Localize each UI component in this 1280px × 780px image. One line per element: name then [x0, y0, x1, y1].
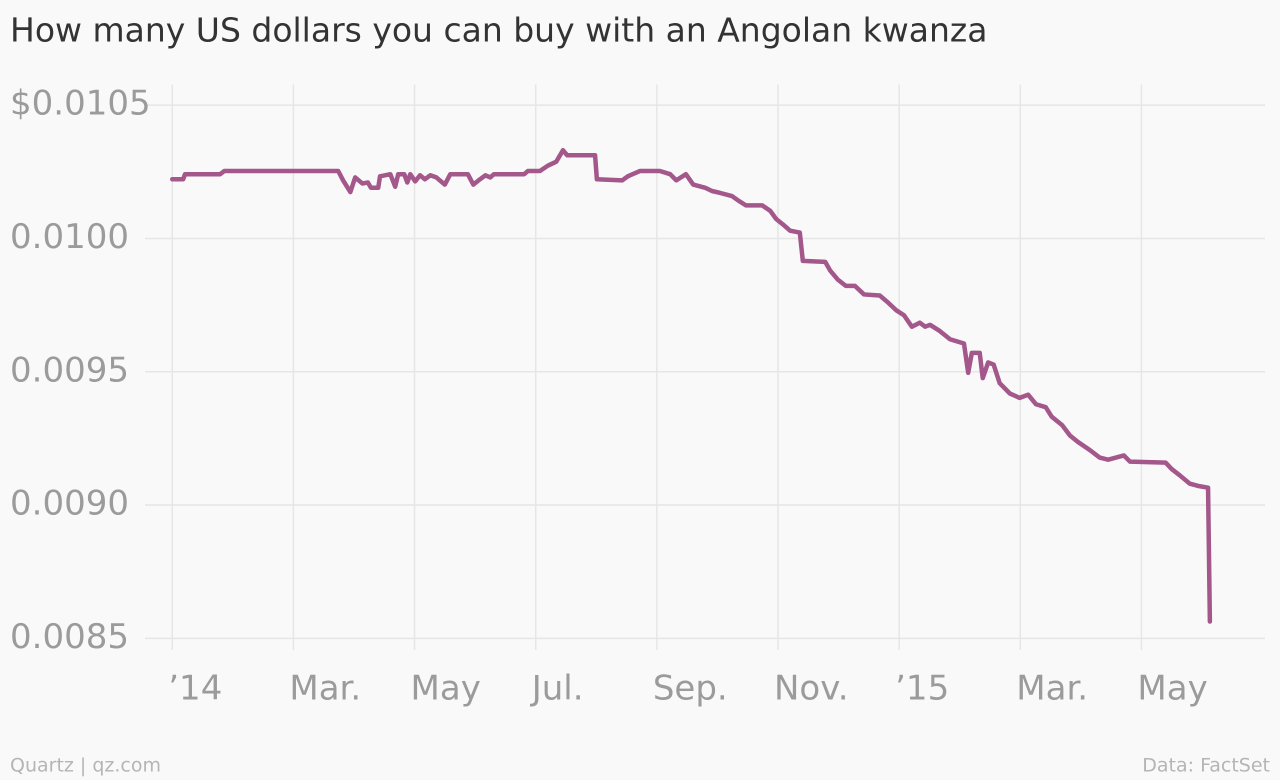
y-tick-label: 0.0100 — [10, 217, 129, 257]
y-tick-label: 0.0095 — [10, 350, 129, 390]
x-tick-label: ’15 — [895, 669, 949, 709]
x-tick-label: Sep. — [653, 669, 728, 709]
x-tick-label: May — [411, 669, 481, 709]
x-tick-label: ’14 — [168, 669, 222, 709]
x-tick-label: May — [1137, 669, 1207, 709]
x-tick-label: Mar. — [289, 669, 361, 709]
x-tick-label: Nov. — [774, 669, 849, 709]
credit: Quartz | qz.com — [10, 755, 161, 777]
x-tick-label: Mar. — [1016, 669, 1088, 709]
y-tick-label: 0.0085 — [10, 617, 129, 657]
y-tick-label: 0.0090 — [10, 484, 129, 524]
data-line — [170, 147, 1213, 624]
chart-title: How many US dollars you can buy with an … — [10, 11, 987, 50]
y-tick-label: $0.0105 — [10, 84, 151, 124]
x-tick-label: Jul. — [530, 669, 584, 709]
source: Data: FactSet — [1142, 755, 1270, 777]
